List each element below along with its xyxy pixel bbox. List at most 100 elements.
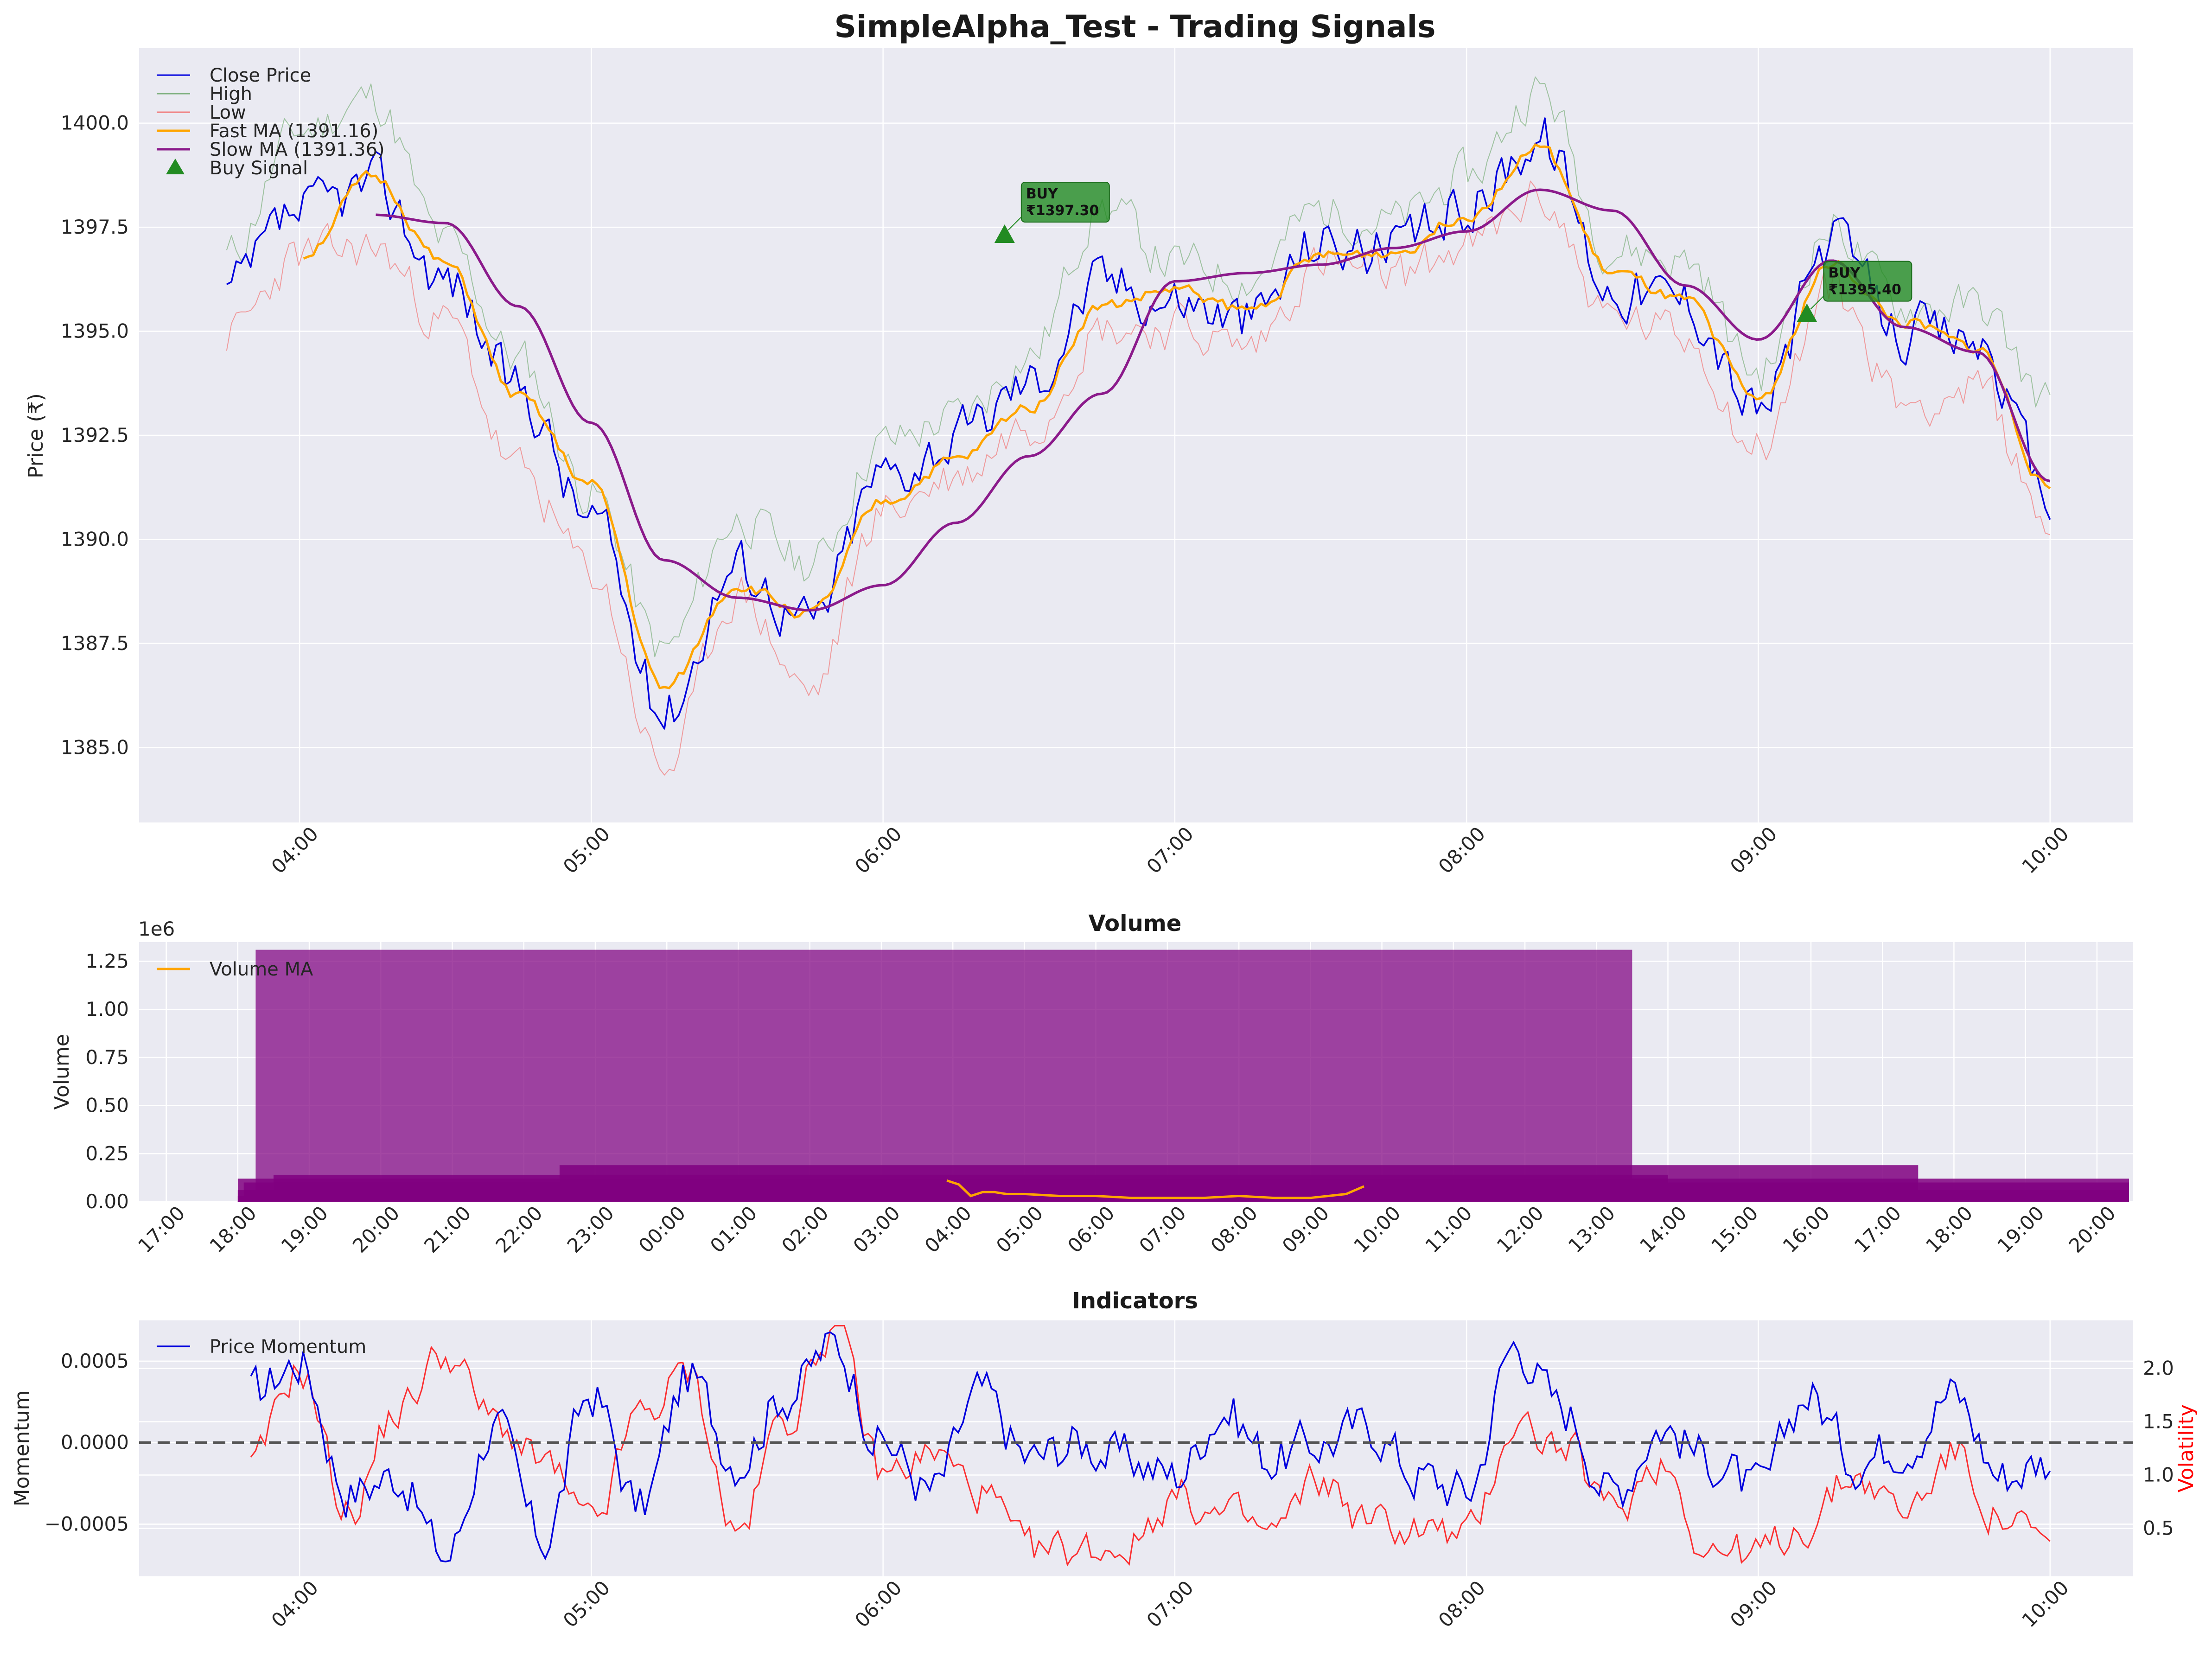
volatility-y-tick: 2.0 [2143,1357,2174,1380]
price-line-low [226,180,2051,776]
indicators-plot-area [139,1320,2133,1576]
price-x-tick: 08:00 [1434,822,1490,878]
buy-signal-marker [1797,303,1817,322]
indicator-x-tick: 07:00 [1142,1576,1198,1632]
volume-panel: Volume 0.00 0.25 0.50 0.75 1.00 1.25 17:00 18:0… [50,911,2133,1257]
volume-y-tick: 1.00 [85,998,129,1020]
indicator-x-tick: 06:00 [850,1576,906,1632]
legend-label: Close Price [210,65,311,86]
volume-x-tick: 18:00 [205,1202,261,1257]
price-x-tick: 04:00 [267,822,323,878]
price-y-tick: 1392.5 [61,424,129,446]
price-line-high [226,76,2051,657]
price-x-tick: 05:00 [559,822,614,878]
volume-x-tick: 00:00 [634,1202,690,1257]
buy-annotation-arrow [1810,295,1824,310]
volume-panel-title: Volume [1089,911,1182,937]
indicators-series [139,1325,2133,1567]
volume-legend: Volume MA [157,959,313,980]
indicator-x-tick: 05:00 [559,1576,614,1632]
price-y-tick: 1400.0 [61,112,129,134]
volume-x-tick: 22:00 [491,1202,547,1257]
momentum-y-tick: −0.0005 [45,1512,129,1535]
volume-x-tick: 04:00 [920,1202,976,1257]
volatility-y-tick: 0.5 [2143,1517,2174,1540]
price-line-close [226,117,2051,730]
volume-x-tick: 05:00 [992,1202,1047,1257]
buy-annotation-arrow [1008,217,1022,230]
volume-x-tick: 17:00 [1850,1202,1906,1257]
volume-y-tick: 0.00 [85,1190,129,1213]
volume-x-tick: 16:00 [1779,1202,1834,1257]
volatility-axis-label: Volatility [2174,1404,2198,1492]
legend-label: Low [210,102,246,123]
volatility-y-tick: 1.5 [2143,1410,2174,1433]
price-x-tick: 09:00 [1726,822,1781,878]
price-y-tick: 1395.0 [61,320,129,343]
volume-ma-path [946,1179,1364,1199]
volume-x-tick: 10:00 [1349,1202,1405,1257]
volume-bars [237,950,2129,1202]
volume-x-tick: 19:00 [1993,1202,2048,1257]
indicators-legend: Price Momentum [157,1336,366,1357]
legend-label: Volume MA [210,959,313,980]
price-x-tick: 07:00 [1142,822,1198,878]
volume-scale-label: 1e6 [138,918,175,940]
indicators-panel: Indicators −0.0005 0.0000 0.0005 0.5 1.0 1.5 2… [10,1288,2198,1632]
volume-y-tick: 0.75 [85,1046,129,1069]
legend-label: Buy Signal [210,158,308,179]
volume-x-tick: 08:00 [1206,1202,1262,1257]
volume-x-tick: 21:00 [420,1202,475,1257]
buy-annotation-price: ₹1395.40 [1828,282,1901,298]
price-x-tick: 06:00 [850,822,906,878]
indicator-x-tick: 08:00 [1434,1576,1490,1632]
indicator-x-tick: 04:00 [267,1576,323,1632]
indicator-x-tick: 09:00 [1726,1576,1781,1632]
buy-annotation-price: ₹1397.30 [1026,203,1099,219]
legend-label: Fast MA (1391.16) [210,121,378,142]
price-grid [139,48,2133,822]
momentum-y-tick: 0.0005 [61,1350,129,1372]
price-y-tick: 1397.5 [61,216,129,238]
momentum-y-tick: 0.0000 [61,1431,129,1454]
volatility-line [250,1325,2051,1567]
price-y-tick: 1387.5 [61,632,129,655]
volume-x-tick: 20:00 [2065,1202,2120,1257]
volatility-y-tick: 1.0 [2143,1464,2174,1486]
indicators-panel-title: Indicators [1072,1288,1198,1314]
volume-x-tick: 09:00 [1278,1202,1333,1257]
price-y-tick: 1390.0 [61,528,129,550]
price-line-fast [303,143,2051,689]
momentum-line [250,1331,2051,1562]
volume-y-tick: 0.50 [85,1094,129,1117]
buy-annotation-text: BUY [1026,186,1058,202]
buy-annotation-text: BUY [1828,265,1861,281]
volume-x-tick: 18:00 [1921,1202,1977,1257]
volume-x-tick: 20:00 [348,1202,404,1257]
legend-label: High [210,83,252,105]
buy-annotation-box [1823,261,1912,302]
volume-x-tick: 12:00 [1492,1202,1548,1257]
volume-x-tick: 15:00 [1707,1202,1762,1257]
volume-x-tick: 23:00 [563,1202,618,1257]
price-line-slow [376,188,2051,612]
volume-x-tick: 17:00 [134,1202,189,1257]
volume-bar [255,950,1632,1202]
volume-y-tick: 1.25 [85,950,129,972]
volume-x-tick: 06:00 [1063,1202,1119,1257]
volume-x-tick: 11:00 [1421,1202,1476,1257]
price-y-tick: 1385.0 [61,736,129,758]
indicators-grid [139,1320,2133,1576]
figure-title: SimpleAlpha_Test - Trading Signals [835,9,1436,45]
volume-y-tick: 0.25 [85,1142,129,1165]
volume-x-tick: 19:00 [277,1202,332,1257]
volume-x-tick: 14:00 [1635,1202,1691,1257]
legend-label: Price Momentum [210,1336,366,1357]
momentum-axis-label: Momentum [10,1390,34,1507]
volume-ma-line [946,1179,1364,1199]
legend-label: Slow MA (1391.36) [210,139,385,160]
